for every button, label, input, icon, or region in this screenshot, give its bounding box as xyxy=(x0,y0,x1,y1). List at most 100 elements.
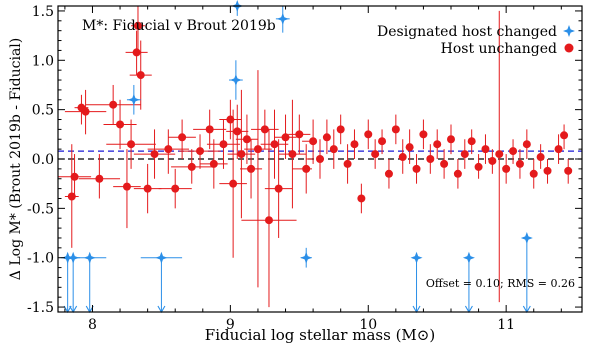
unchanged-host-point xyxy=(336,125,345,134)
unchanged-host-point xyxy=(398,153,407,162)
unchanged-host-point xyxy=(502,164,511,173)
unchanged-host-point xyxy=(81,107,90,116)
x-tick-label: 10 xyxy=(359,317,377,333)
unchanged-host-point xyxy=(364,130,373,139)
unchanged-host-point xyxy=(481,145,490,154)
unchanged-host-point xyxy=(196,147,205,156)
changed-host-point xyxy=(155,251,168,264)
stats-annotation: Offset = 0.10; RMS = 0.26 xyxy=(426,277,575,290)
unchanged-host-point xyxy=(440,159,449,168)
unchanged-host-point xyxy=(233,127,242,136)
unchanged-host-point xyxy=(67,192,76,201)
unchanged-host-point xyxy=(529,169,538,178)
unchanged-host-point xyxy=(515,159,524,168)
unchanged-host-point xyxy=(109,100,118,109)
unchanged-host-point xyxy=(295,130,304,139)
unchanged-host-point xyxy=(371,150,380,159)
y-tick-label: 1.5 xyxy=(32,4,54,20)
changed-host-point xyxy=(83,251,96,264)
changed-host-point xyxy=(520,231,533,244)
unchanged-host-point xyxy=(343,159,352,168)
unchanged-host-point xyxy=(488,156,497,165)
unchanged-host-point xyxy=(288,150,297,159)
unchanged-host-point xyxy=(447,135,455,144)
unchanged-host-point xyxy=(560,131,569,140)
unchanged-host-point xyxy=(122,182,131,191)
y-tick-label: 0.5 xyxy=(32,103,54,119)
changed-host-point xyxy=(229,74,242,87)
unchanged-host-point xyxy=(270,140,279,149)
unchanged-host-point xyxy=(391,125,400,134)
unchanged-host-point xyxy=(253,145,262,154)
unchanged-host-point xyxy=(433,140,442,149)
changed-host-point xyxy=(127,93,140,106)
unchanged-host-point xyxy=(460,150,469,159)
unchanged-host-point xyxy=(419,130,428,139)
x-tick-label: 11 xyxy=(497,317,515,333)
x-tick-label: 9 xyxy=(226,317,235,333)
unchanged-host-point xyxy=(522,140,531,149)
unchanged-host-point xyxy=(132,48,141,57)
unchanged-host-point xyxy=(302,164,311,173)
changed-host-point xyxy=(462,251,475,264)
y-tick-label: -0.5 xyxy=(27,201,54,217)
unchanged-host-point xyxy=(554,145,563,154)
changed-host-point xyxy=(300,251,313,264)
unchanged-host-point xyxy=(495,150,504,159)
unchanged-host-point xyxy=(219,140,228,149)
unchanged-host-point xyxy=(453,169,462,178)
unchanged-host-point xyxy=(164,145,173,154)
unchanged-host-point xyxy=(127,140,136,149)
unchanged-host-point xyxy=(178,133,187,142)
unchanged-host-point xyxy=(467,137,476,146)
unchanged-host-point xyxy=(260,125,269,134)
unchanged-host-point xyxy=(316,155,324,163)
unchanged-host-point xyxy=(350,140,359,149)
unchanged-host-point xyxy=(536,153,545,162)
chart-title: M*: Fiducial v Brout 2019b xyxy=(82,18,276,34)
y-tick-label: -1.5 xyxy=(27,300,54,316)
unchanged-host-point xyxy=(229,179,238,188)
unchanged-host-point xyxy=(322,133,331,142)
unchanged-host-point xyxy=(509,147,518,156)
unchanged-host-point xyxy=(242,135,251,144)
unchanged-host-point xyxy=(187,162,196,171)
unchanged-host-point xyxy=(150,150,159,159)
unchanged-host-point xyxy=(384,169,393,178)
y-tick-label: -1.0 xyxy=(27,251,54,267)
y-tick-label: 1.0 xyxy=(32,53,54,69)
unchanged-host-point xyxy=(264,216,273,225)
unchanged-host-point xyxy=(274,184,283,193)
unchanged-host-point xyxy=(133,21,142,30)
unchanged-host-point xyxy=(247,164,256,173)
legend-circle-marker xyxy=(564,43,574,53)
unchanged-host-point xyxy=(405,143,414,152)
y-tick-label: 0.0 xyxy=(32,152,54,168)
unchanged-host-point xyxy=(171,184,180,193)
unchanged-host-point xyxy=(426,155,435,163)
changed-host-point xyxy=(410,251,423,264)
unchanged-host-point xyxy=(136,71,145,80)
legend-label: Designated host changed xyxy=(377,24,557,40)
unchanged-host-point xyxy=(564,166,573,175)
unchanged-host-point xyxy=(116,120,125,129)
unchanged-host-point xyxy=(95,174,104,183)
unchanged-host-point xyxy=(205,125,214,134)
unchanged-host-point xyxy=(281,133,290,142)
unchanged-host-point xyxy=(226,115,235,124)
unchanged-host-point xyxy=(357,194,366,203)
legend-label: Host unchanged xyxy=(441,41,557,57)
unchanged-host-point xyxy=(329,145,338,154)
unchanged-host-point xyxy=(70,172,79,181)
legend-star-marker xyxy=(563,25,575,37)
unchanged-host-point xyxy=(309,137,318,146)
unchanged-host-point xyxy=(237,150,246,159)
x-axis-label: Fiducial log stellar mass (M⊙) xyxy=(205,326,435,344)
axis-ticks: 8 9 10 11 -1.5 -1.0 -0.5 0.0 0.5 1.0 1.5 xyxy=(27,4,582,333)
unchanged-host-point xyxy=(209,159,218,168)
unchanged-host-point xyxy=(143,184,152,193)
unchanged-host-point xyxy=(474,162,483,171)
unchanged-host-point xyxy=(412,164,421,173)
